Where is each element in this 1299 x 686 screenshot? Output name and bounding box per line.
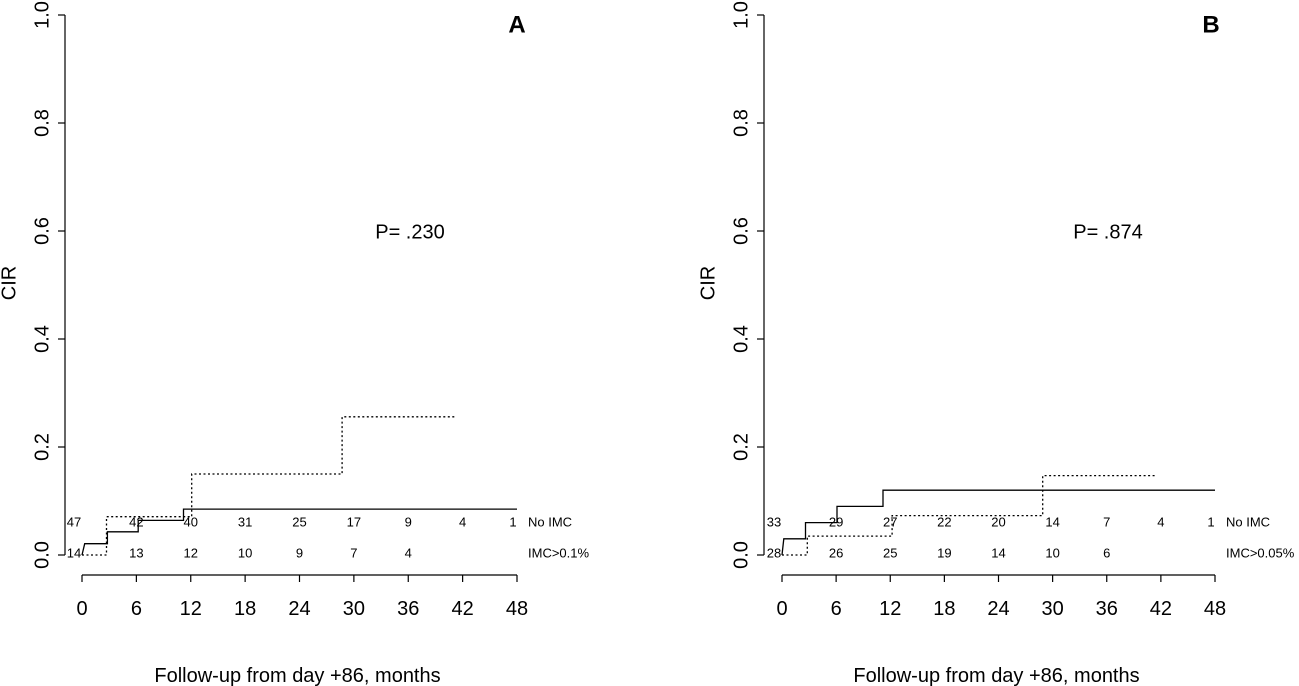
risk-count: 14 xyxy=(991,545,1005,560)
risk-count: 26 xyxy=(829,545,843,560)
panel-a: 0.0 0.2 0.4 0.6 0.8 1.0 CIR 0 6 12 18 24 30 36 42 48 Fol… xyxy=(0,1,589,686)
y-tick-label: 0.4 xyxy=(730,325,752,353)
x-tick-label: 24 xyxy=(288,598,310,620)
y-tick-label: 0.8 xyxy=(730,109,752,137)
risk-count: 4 xyxy=(405,545,412,560)
x-tick-label: 42 xyxy=(1150,598,1172,620)
risk-count: 22 xyxy=(937,514,951,529)
risk-count: 12 xyxy=(184,545,198,560)
risk-count: 9 xyxy=(296,545,303,560)
panel-label: A xyxy=(508,11,525,38)
y-tick-label: 0.2 xyxy=(31,433,53,461)
y-tick-label: 0.2 xyxy=(730,433,752,461)
panel-b: 0.0 0.2 0.4 0.6 0.8 1.0 CIR 0 6 12 18 24 30 36 42 48 Fol… xyxy=(697,1,1294,686)
x-tick-label: 0 xyxy=(776,598,787,620)
imc-curve xyxy=(782,474,1155,556)
risk-count: 25 xyxy=(292,514,306,529)
risk-count: 31 xyxy=(238,514,252,529)
risk-count: 10 xyxy=(238,545,252,560)
risk-count: 9 xyxy=(405,514,412,529)
y-axis-label: CIR xyxy=(0,266,20,300)
risk-count: 7 xyxy=(1103,514,1110,529)
x-tick-label: 36 xyxy=(1096,598,1118,620)
x-tick-label: 6 xyxy=(831,598,842,620)
risk-count: 29 xyxy=(829,514,843,529)
y-tick-label: 0.6 xyxy=(31,217,53,245)
x-tick-label: 24 xyxy=(987,598,1009,620)
risk-count: 20 xyxy=(991,514,1005,529)
risk-count: 4 xyxy=(459,514,466,529)
risk-count: 7 xyxy=(350,545,357,560)
risk-count: 6 xyxy=(1103,545,1110,560)
risk-count: 25 xyxy=(883,545,897,560)
x-tick-label: 6 xyxy=(131,598,142,620)
x-tick-label: 12 xyxy=(180,598,202,620)
risk-count: 28 xyxy=(767,545,781,560)
risk-row-label: IMC>0.05% xyxy=(1226,545,1295,560)
p-value-annotation: P= .230 xyxy=(375,221,445,243)
risk-count: 17 xyxy=(347,514,361,529)
risk-count: 42 xyxy=(129,514,143,529)
no-imc-curve xyxy=(781,489,1215,556)
panel-label: B xyxy=(1202,11,1219,38)
y-tick-label: 1.0 xyxy=(730,1,752,29)
risk-count: 1 xyxy=(1207,514,1214,529)
x-tick-label: 18 xyxy=(234,598,256,620)
risk-row-label: No IMC xyxy=(528,514,572,529)
x-tick-label: 36 xyxy=(397,598,419,620)
risk-count: 27 xyxy=(883,514,897,529)
x-axis-label: Follow-up from day +86, months xyxy=(853,665,1139,686)
risk-row-label: No IMC xyxy=(1226,514,1270,529)
risk-count: 10 xyxy=(1045,545,1059,560)
x-tick-label: 48 xyxy=(506,598,528,620)
risk-count: 19 xyxy=(937,545,951,560)
risk-count: 40 xyxy=(184,514,198,529)
risk-count: 13 xyxy=(129,545,143,560)
x-tick-label: 18 xyxy=(933,598,955,620)
y-axis-label: CIR xyxy=(697,266,719,300)
risk-count: 14 xyxy=(67,545,81,560)
y-tick-label: 0.0 xyxy=(31,541,53,569)
risk-count: 14 xyxy=(1045,514,1059,529)
risk-row-label: IMC>0.1% xyxy=(528,545,589,560)
y-tick-label: 1.0 xyxy=(31,1,53,29)
risk-count: 4 xyxy=(1157,514,1164,529)
x-tick-label: 30 xyxy=(1042,598,1064,620)
x-tick-label: 30 xyxy=(343,598,365,620)
x-tick-label: 48 xyxy=(1204,598,1226,620)
risk-count: 1 xyxy=(509,514,516,529)
p-value-annotation: P= .874 xyxy=(1073,221,1143,243)
y-tick-label: 0.8 xyxy=(31,109,53,137)
imc-curve xyxy=(82,416,457,556)
no-imc-curve xyxy=(81,508,517,556)
x-axis-label: Follow-up from day +86, months xyxy=(154,665,440,686)
x-tick-label: 12 xyxy=(879,598,901,620)
x-tick-label: 0 xyxy=(76,598,87,620)
y-tick-label: 0.6 xyxy=(730,217,752,245)
x-tick-label: 42 xyxy=(452,598,474,620)
y-tick-label: 0.0 xyxy=(730,541,752,569)
risk-count: 47 xyxy=(67,514,81,529)
y-tick-label: 0.4 xyxy=(31,325,53,353)
risk-count: 33 xyxy=(767,514,781,529)
